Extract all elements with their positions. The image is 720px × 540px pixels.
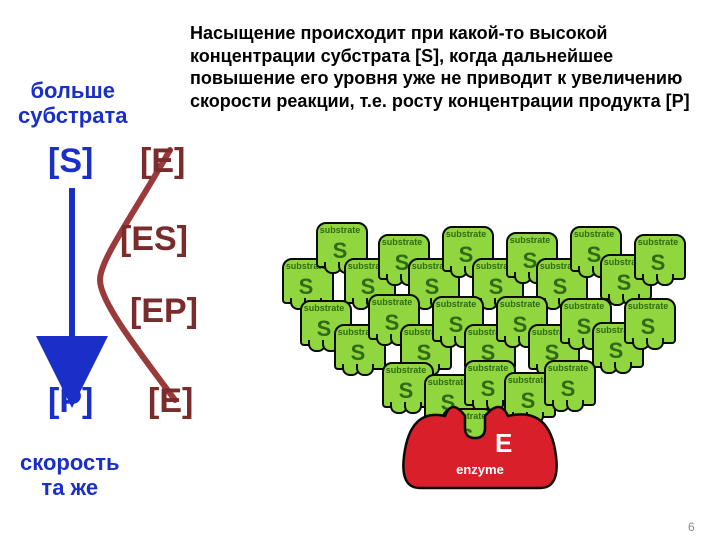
substrate-icon: substrateS	[630, 230, 686, 286]
substrate-icon: substrateS	[620, 294, 676, 350]
page-number: 6	[688, 520, 695, 534]
enzyme-shape: E enzyme	[400, 398, 560, 498]
bottom-caption-line2: та же	[20, 475, 120, 500]
label-p: [P]	[48, 382, 93, 421]
enzyme-word: enzyme	[400, 462, 560, 477]
label-s: [S]	[48, 142, 93, 181]
label-ep: [EP]	[130, 292, 198, 331]
label-e-top: [E]	[140, 142, 185, 181]
bottom-caption: скорость та же	[20, 450, 120, 501]
enzyme-svg	[400, 398, 560, 498]
enzyme-curve	[100, 150, 175, 400]
enzyme-letter: E	[495, 428, 512, 459]
label-es: [ES]	[120, 220, 188, 259]
bottom-caption-line1: скорость	[20, 450, 120, 475]
explanation-paragraph: Насыщение происходит при какой-то высоко…	[190, 22, 710, 112]
label-e-bot: [E]	[148, 382, 193, 421]
